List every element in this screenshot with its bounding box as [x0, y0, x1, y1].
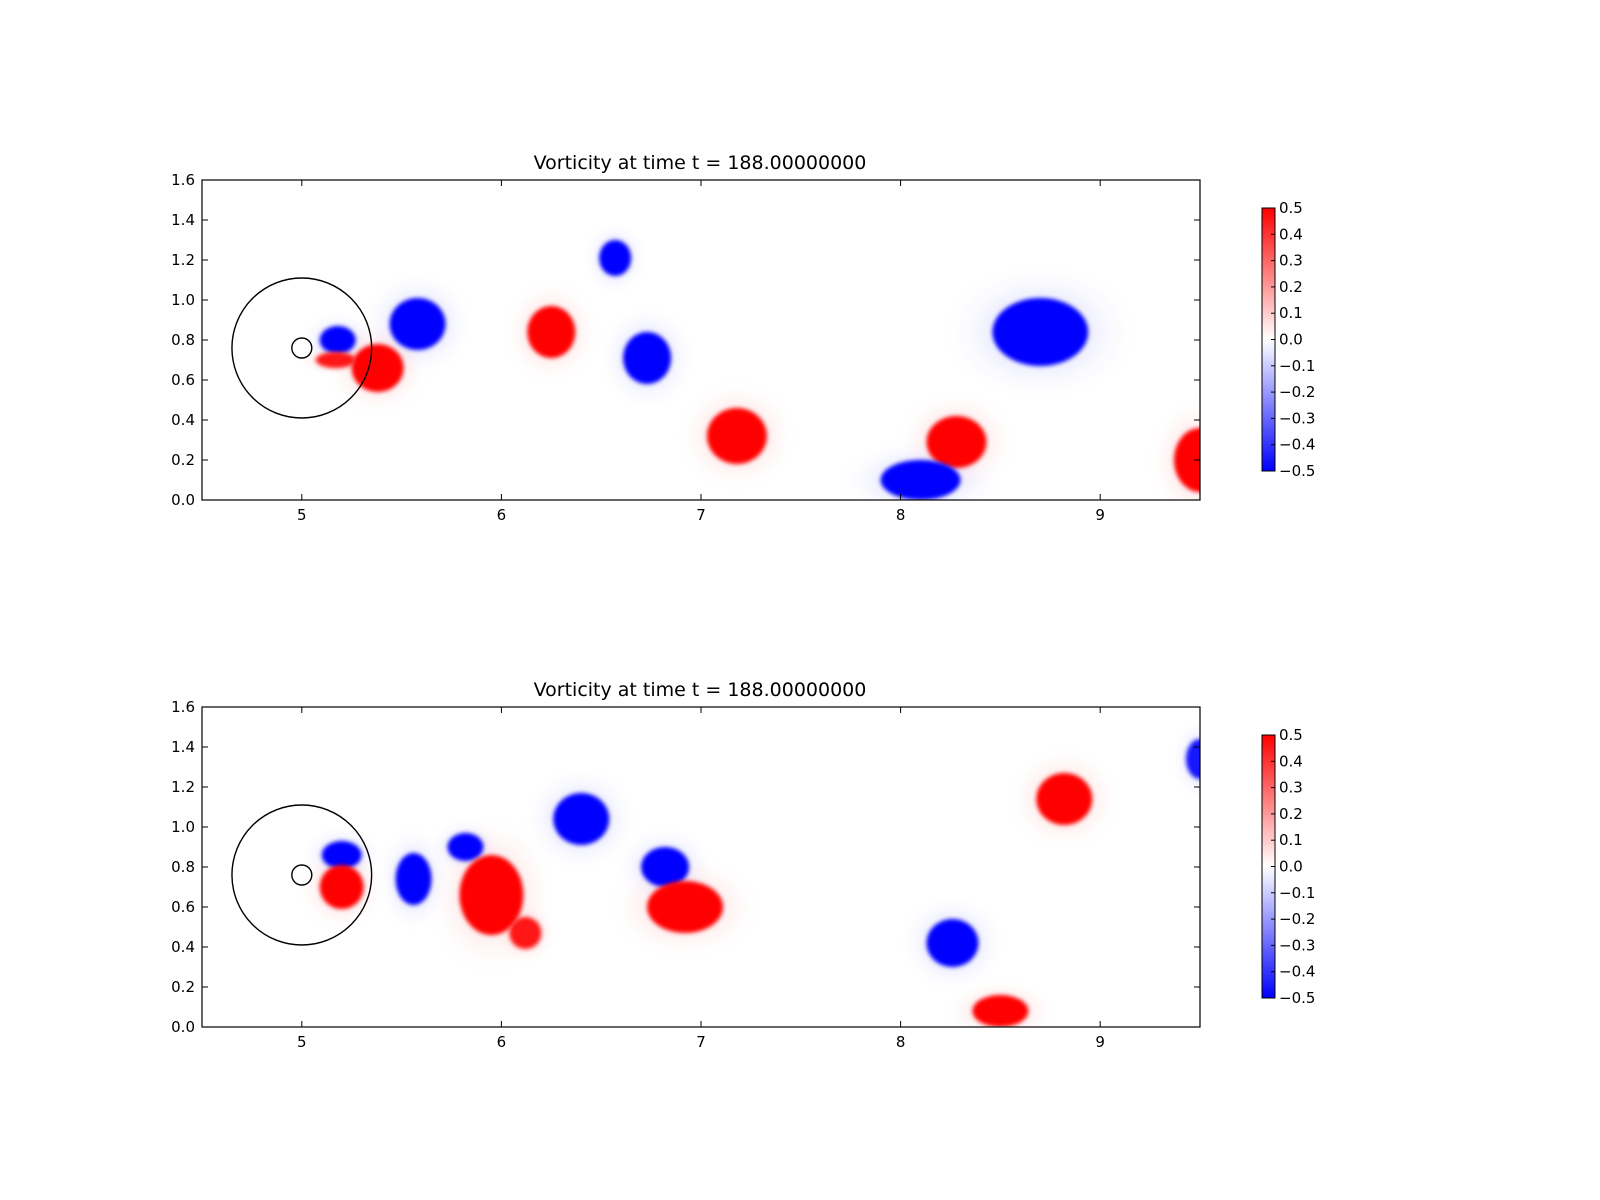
negative-vortex	[623, 332, 672, 384]
positive-vortex	[527, 306, 576, 358]
positive-vortex	[509, 917, 542, 949]
colorbar: 0.5 0.4 0.3 0.2 0.1 0.0 −0.1 −0.2 −0.3 −0.4 −0.5	[1261, 199, 1315, 480]
x-tick-label: 8	[896, 1033, 906, 1051]
y-tick-label: 0.2	[171, 978, 195, 996]
y-tick-label: 1.6	[171, 171, 195, 189]
x-tick-label: 9	[1095, 1033, 1105, 1051]
colorbar-tick-label: −0.4	[1279, 436, 1315, 454]
plot-title: Vorticity at time t = 188.00000000	[534, 679, 867, 701]
outer-circle	[231, 804, 373, 946]
negative-vortex	[553, 793, 610, 845]
vorticity-plot-bottom: Vorticity at time t = 188.00000000 5 6 7 8 9…	[171, 679, 1315, 1051]
x-tick-label: 9	[1095, 506, 1105, 524]
y-tick-label: 1.6	[171, 698, 195, 716]
negative-vortex	[1186, 739, 1200, 779]
outer-circle	[231, 277, 373, 419]
inner-circle	[291, 337, 313, 359]
negative-vortex	[319, 326, 356, 354]
positive-vortex	[1174, 428, 1200, 492]
colorbar-tick-label: −0.5	[1279, 989, 1315, 1007]
positive-vortex	[706, 408, 767, 464]
x-tick-label: 7	[696, 1033, 706, 1051]
colorbar-tick-label: −0.3	[1279, 936, 1315, 954]
y-tick-label: 0.4	[171, 938, 195, 956]
y-tick-label: 1.4	[171, 211, 195, 229]
inner-circle	[291, 864, 313, 886]
negative-vortex	[926, 919, 979, 967]
y-tick-label: 0.0	[171, 491, 195, 509]
y-tick-label: 0.6	[171, 898, 195, 916]
colorbar-tick-label: 0.0	[1279, 858, 1303, 876]
positive-vortex	[647, 881, 723, 933]
vorticity-field	[202, 707, 1200, 1027]
positive-vortex	[319, 865, 364, 909]
x-tick-label: 6	[497, 506, 507, 524]
y-tick-label: 1.2	[171, 251, 195, 269]
negative-vortex	[447, 833, 484, 861]
x-tick-label: 8	[896, 506, 906, 524]
colorbar-tick-label: 0.5	[1279, 726, 1303, 744]
y-tick-label: 0.4	[171, 411, 195, 429]
negative-vortex	[321, 841, 362, 869]
colorbar-tick-label: 0.3	[1279, 252, 1303, 270]
negative-vortex	[880, 460, 961, 500]
colorbar-tick-label: 0.4	[1279, 225, 1303, 243]
colorbar-tick-label: −0.2	[1279, 383, 1315, 401]
colorbar-tick-label: 0.1	[1279, 304, 1303, 322]
negative-vortex	[395, 853, 432, 905]
colorbar-tick-label: −0.4	[1279, 963, 1315, 981]
colorbar: 0.5 0.4 0.3 0.2 0.1 0.0 −0.1 −0.2 −0.3 −0.4 −0.5	[1261, 726, 1315, 1007]
x-tick-label: 6	[497, 1033, 507, 1051]
positive-vortex	[315, 352, 356, 368]
x-tick-label: 5	[297, 506, 307, 524]
colorbar-tick-label: 0.4	[1279, 752, 1303, 770]
colorbar-tick-label: 0.2	[1279, 805, 1303, 823]
y-tick-label: 1.4	[171, 738, 195, 756]
negative-vortex	[992, 298, 1089, 366]
y-tick-label: 1.0	[171, 818, 195, 836]
colorbar-tick-label: 0.1	[1279, 831, 1303, 849]
positive-vortex	[926, 416, 987, 468]
y-tick-label: 0.0	[171, 1018, 195, 1036]
positive-vortex	[351, 344, 404, 392]
negative-vortex	[599, 240, 632, 276]
y-tick-label: 0.6	[171, 371, 195, 389]
y-tick-label: 0.8	[171, 331, 195, 349]
colorbar-tick-label: 0.3	[1279, 779, 1303, 797]
colorbar-tick-label: −0.3	[1279, 409, 1315, 427]
negative-vortex	[641, 847, 690, 887]
colorbar-tick-label: −0.1	[1279, 357, 1315, 375]
y-tick-label: 1.2	[171, 778, 195, 796]
plot-title: Vorticity at time t = 188.00000000	[534, 152, 867, 174]
positive-vortex	[1036, 773, 1093, 825]
x-tick-label: 7	[696, 506, 706, 524]
y-tick-label: 0.2	[171, 451, 195, 469]
positive-vortex	[972, 995, 1029, 1027]
colorbar-tick-label: 0.2	[1279, 278, 1303, 296]
colorbar-tick-label: −0.2	[1279, 910, 1315, 928]
positive-vortex	[459, 855, 524, 935]
colorbar-tick-label: −0.5	[1279, 462, 1315, 480]
colorbar-tick-label: 0.5	[1279, 199, 1303, 217]
vorticity-field	[202, 180, 1200, 500]
negative-vortex	[389, 298, 446, 350]
vortex-halo	[1170, 717, 1200, 801]
y-tick-label: 1.0	[171, 291, 195, 309]
colorbar-tick-label: 0.0	[1279, 331, 1303, 349]
colorbar-tick-label: −0.1	[1279, 884, 1315, 902]
y-tick-label: 0.8	[171, 858, 195, 876]
vorticity-plot-top: Vorticity at time t = 188.00000000 5 6 7 8 9…	[171, 152, 1315, 524]
x-tick-label: 5	[297, 1033, 307, 1051]
